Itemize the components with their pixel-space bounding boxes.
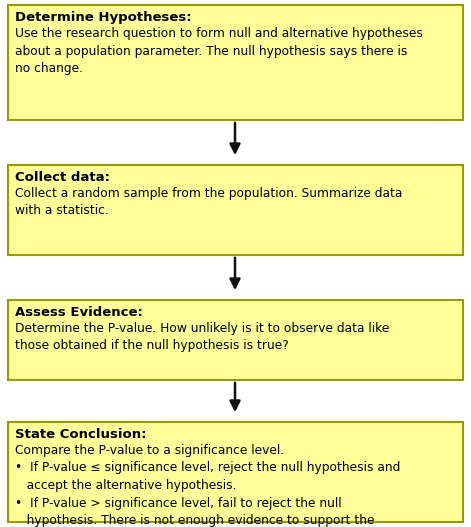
Text: State Conclusion:: State Conclusion: [15, 428, 146, 441]
Text: Determine Hypotheses:: Determine Hypotheses: [15, 11, 192, 24]
FancyBboxPatch shape [8, 422, 463, 522]
Text: Assess Evidence:: Assess Evidence: [15, 306, 143, 319]
FancyBboxPatch shape [8, 300, 463, 380]
FancyBboxPatch shape [8, 165, 463, 255]
Text: Use the research question to form null and alternative hypotheses
about a popula: Use the research question to form null a… [15, 27, 423, 75]
FancyBboxPatch shape [8, 5, 463, 120]
Text: Compare the P-value to a significance level.
•  If P-value ≤ significance level,: Compare the P-value to a significance le… [15, 444, 400, 527]
Text: Determine the P-value. How unlikely is it to observe data like
those obtained if: Determine the P-value. How unlikely is i… [15, 322, 390, 353]
Text: Collect a random sample from the population. Summarize data
with a statistic.: Collect a random sample from the populat… [15, 187, 402, 218]
Text: Collect data:: Collect data: [15, 171, 110, 184]
